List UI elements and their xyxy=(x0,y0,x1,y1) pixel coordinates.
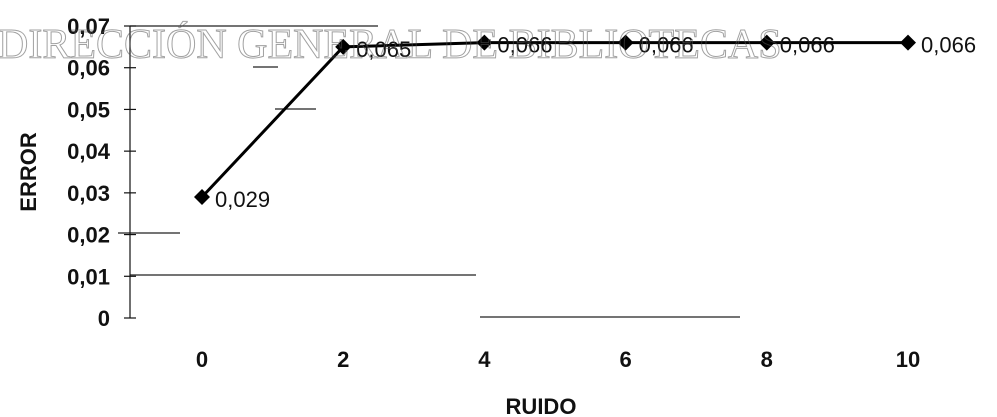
x-tick-label: 6 xyxy=(619,347,631,372)
y-axis-ticks: 0 0,01 0,02 0,03 0,04 0,05 0,06 0,07 xyxy=(67,14,136,331)
x-tick-label: 10 xyxy=(896,347,920,372)
data-point-marker xyxy=(335,38,352,55)
series-line xyxy=(200,41,908,199)
x-axis-title: RUIDO xyxy=(506,394,577,417)
data-point-marker xyxy=(900,34,916,51)
y-tick-label: 0,04 xyxy=(67,139,111,164)
y-tick-label: 0,02 xyxy=(67,223,110,248)
x-tick-label: 2 xyxy=(337,347,349,372)
x-tick-label: 4 xyxy=(478,347,491,372)
data-label: 0,065 xyxy=(356,37,411,62)
scan-artifacts xyxy=(118,25,740,318)
y-tick-label: 0 xyxy=(98,306,110,331)
data-label: 0,029 xyxy=(215,187,270,212)
data-label: 0,066 xyxy=(639,33,694,58)
y-tick-label: 0,03 xyxy=(67,181,110,206)
data-point-marker xyxy=(194,189,210,206)
data-point-marker xyxy=(617,34,634,51)
y-tick-label: 0,07 xyxy=(67,14,110,39)
y-tick-label: 0,01 xyxy=(67,264,110,289)
watermark: DIRECCIÓN GENERAL DE BIBLIOTECAS xyxy=(0,21,782,68)
x-tick-label: 8 xyxy=(761,347,773,372)
data-point-marker xyxy=(758,34,775,51)
y-tick-label: 0,05 xyxy=(67,97,110,122)
y-axis-title: ERROR xyxy=(16,132,41,212)
data-series xyxy=(194,34,916,206)
data-label: 0,066 xyxy=(780,33,835,58)
x-axis-ticks: 0 2 4 6 8 10 xyxy=(196,347,920,372)
data-label: 0,066 xyxy=(497,33,552,58)
y-tick-label: 0,06 xyxy=(67,56,110,81)
data-label: 0,066 xyxy=(921,33,976,58)
data-point-marker xyxy=(476,34,493,51)
data-labels: 0,029 0,065 0,066 0,066 0,066 0,066 xyxy=(215,33,976,212)
x-tick-label: 0 xyxy=(196,347,208,372)
